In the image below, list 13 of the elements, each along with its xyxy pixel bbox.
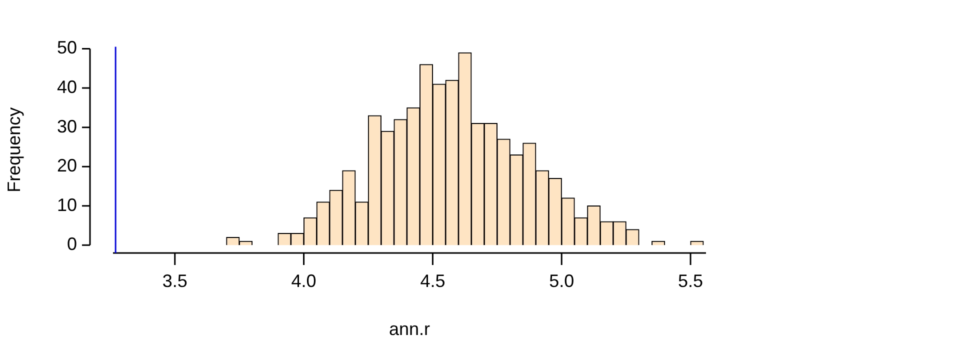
y-tick-label: 10 — [56, 194, 77, 215]
x-tick-label: 5.0 — [549, 270, 574, 291]
x-axis-title: ann.r — [388, 319, 430, 340]
y-tick-label: 0 — [66, 234, 77, 254]
y-axis-title: Frequency — [4, 107, 24, 192]
y-tick-label: 50 — [56, 38, 77, 58]
y-tick-label: 20 — [56, 156, 77, 176]
x-tick-label: 3.5 — [162, 270, 188, 291]
x-tick-label: 5.5 — [678, 270, 704, 291]
x-tick-label: 4.0 — [291, 270, 316, 291]
y-tick-label: 40 — [56, 77, 77, 98]
x-tick-label: 4.5 — [420, 270, 446, 291]
y-tick-label: 30 — [56, 116, 77, 136]
